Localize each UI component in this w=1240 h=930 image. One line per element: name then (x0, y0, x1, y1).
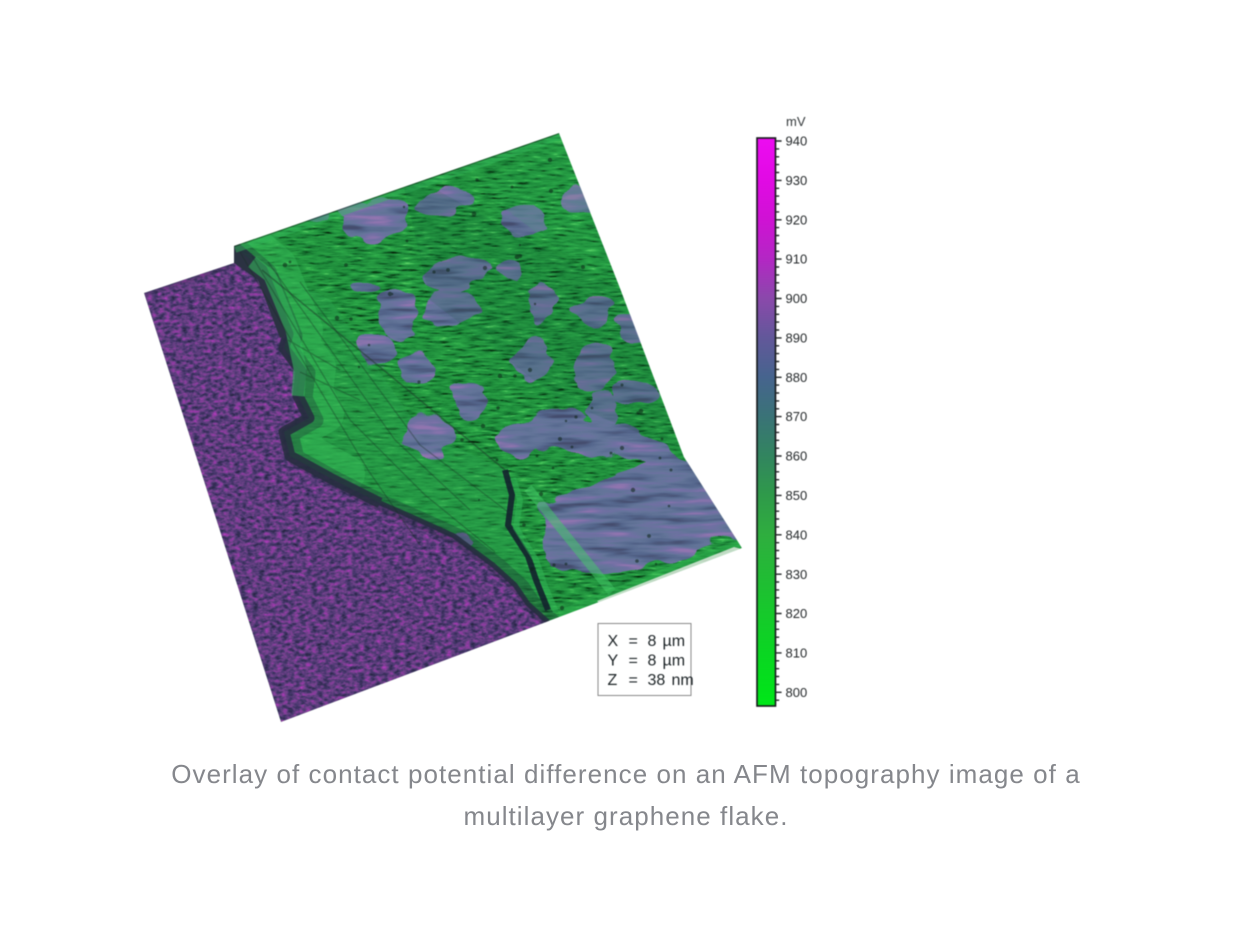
svg-text:910: 910 (786, 252, 808, 267)
svg-text:820: 820 (786, 606, 808, 621)
svg-text:X=8µm: X = 8 µm (608, 633, 686, 650)
svg-text:850: 850 (786, 488, 808, 503)
svg-text:940: 940 (786, 134, 808, 149)
svg-text:840: 840 (786, 527, 808, 542)
svg-text:mV: mV (786, 114, 806, 129)
svg-text:870: 870 (786, 409, 808, 424)
svg-text:810: 810 (786, 646, 808, 661)
svg-text:800: 800 (786, 685, 808, 700)
svg-text:900: 900 (786, 291, 808, 306)
svg-text:Y=8µm: Y = 8 µm (608, 653, 686, 670)
svg-text:920: 920 (786, 212, 808, 227)
svg-text:930: 930 (786, 173, 808, 188)
svg-text:830: 830 (786, 567, 808, 582)
svg-text:860: 860 (786, 449, 808, 464)
svg-text:890: 890 (786, 331, 808, 346)
svg-text:880: 880 (786, 370, 808, 385)
